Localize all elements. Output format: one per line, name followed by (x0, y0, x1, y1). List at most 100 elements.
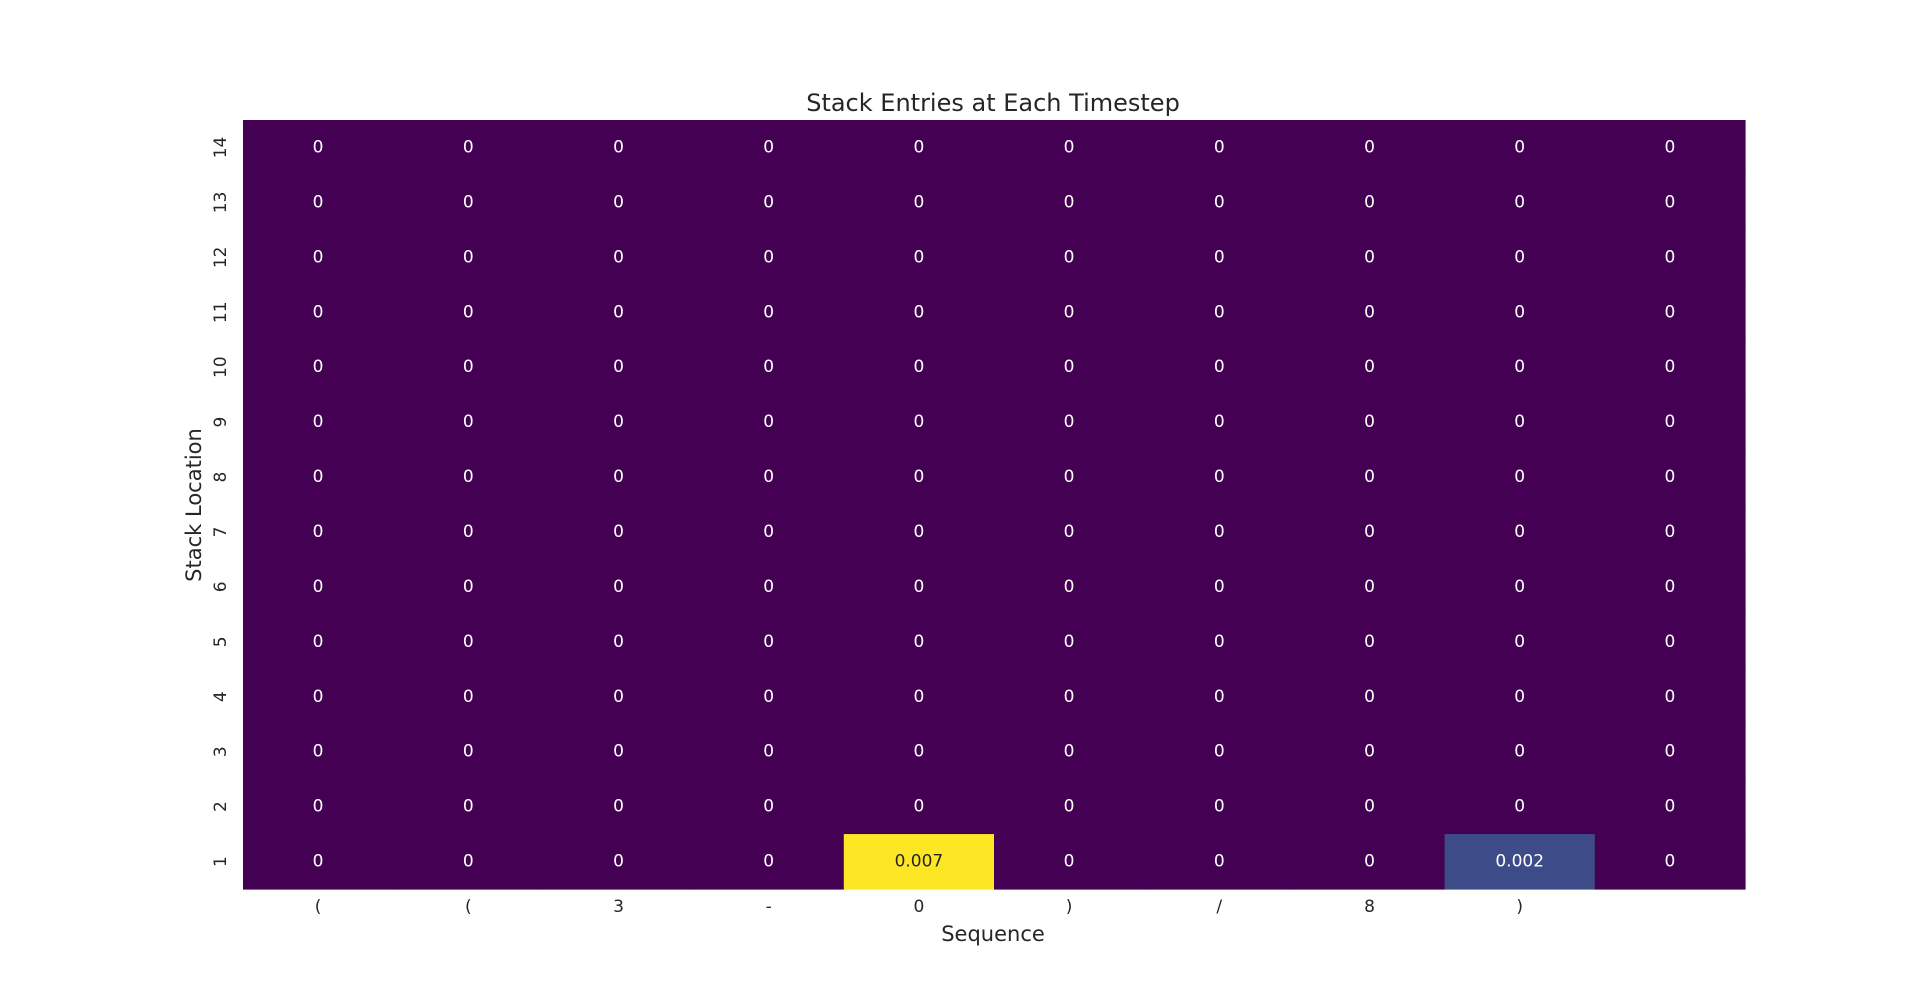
cell-value-label: 0 (1364, 247, 1375, 267)
cell-value-label: 0 (1664, 467, 1675, 487)
y-tick-label: 8 (211, 472, 231, 483)
y-tick-label: 6 (211, 581, 231, 592)
cell-value-label: 0 (1664, 522, 1675, 542)
heatmap-cell (1594, 834, 1746, 890)
cell-value-label: 0 (1064, 632, 1075, 652)
cell-value-label: 0 (1064, 357, 1075, 377)
cell-value-label: 0 (1064, 522, 1075, 542)
heatmap-cell (1294, 394, 1446, 451)
heatmap-cell (543, 284, 695, 341)
heatmap-cell (393, 559, 544, 615)
y-tick-label: 7 (211, 527, 231, 538)
cell-value-label: 0 (313, 852, 324, 872)
cell-value-label: 0 (463, 467, 474, 487)
heatmap-cell (994, 504, 1145, 561)
x-axis-label: Sequence (941, 922, 1045, 946)
cell-value-label: 0 (313, 632, 324, 652)
heatmap-cell (693, 120, 845, 176)
cell-value-label: 0 (313, 797, 324, 817)
cell-value-label: 0 (613, 687, 624, 707)
heatmap-cell (693, 669, 845, 725)
cell-value-label: 0 (1364, 357, 1375, 377)
cell-value-label: 0 (1514, 302, 1525, 322)
heatmap-cell (393, 339, 544, 396)
cell-value-label: 0 (1064, 137, 1075, 157)
cell-value-label: 0 (1064, 742, 1075, 762)
cell-value-label: 0 (1214, 137, 1225, 157)
cell-value-label: 0 (463, 357, 474, 377)
heatmap-cell (994, 559, 1145, 615)
cell-value-label: 0 (1514, 797, 1525, 817)
cell-value-label: 0 (463, 577, 474, 597)
x-tick-label: ) (1516, 897, 1523, 917)
heatmap-cell (393, 669, 544, 725)
cell-value-label: 0 (613, 577, 624, 597)
cell-value-label: 0 (1514, 632, 1525, 652)
cell-value-label: 0 (1214, 852, 1225, 872)
cell-value-label: 0 (1064, 247, 1075, 267)
cell-value-label: 0 (1064, 687, 1075, 707)
heatmap-cell (1594, 779, 1746, 835)
heatmap-cell (543, 669, 695, 725)
cell-value-label: 0 (1214, 522, 1225, 542)
heatmap-cell (843, 339, 995, 396)
cell-value-label: 0 (1664, 687, 1675, 707)
heatmap-cell (543, 174, 695, 231)
cell-value-label: 0 (313, 302, 324, 322)
heatmap-cell (243, 504, 394, 561)
heatmap-cell (693, 614, 845, 670)
heatmap-cell (1144, 834, 1295, 890)
x-tick-label: 3 (613, 897, 624, 917)
cell-value-label: 0 (1364, 632, 1375, 652)
heatmap-cell (1294, 779, 1446, 835)
heatmap-cell (1444, 339, 1596, 396)
cell-value-label: 0 (1364, 852, 1375, 872)
cell-value-label: 0 (1214, 247, 1225, 267)
heatmap-cell (693, 779, 845, 835)
cell-value-label: 0 (463, 192, 474, 212)
cell-value-label: 0 (1214, 577, 1225, 597)
heatmap-cell (1144, 174, 1295, 231)
heatmap-cell (543, 834, 695, 890)
y-axis-label: Stack Location (182, 428, 206, 582)
x-tick-label: 0 (913, 897, 924, 917)
cell-value-label: 0 (763, 302, 774, 322)
cell-value-label: 0 (613, 742, 624, 762)
heatmap-cell (1444, 614, 1596, 670)
heatmap-cell (543, 394, 695, 451)
heatmap-cell (243, 339, 394, 396)
heatmap-cell (994, 669, 1145, 725)
cell-value-label: 0 (1364, 797, 1375, 817)
cell-value-label: 0.002 (1495, 852, 1544, 872)
cell-value-label: 0 (1514, 137, 1525, 157)
heatmap-cell (843, 724, 995, 780)
cell-value-label: 0 (1664, 632, 1675, 652)
heatmap-cell (393, 120, 544, 176)
heatmap-cell (1594, 614, 1746, 670)
cell-value-label: 0 (1514, 467, 1525, 487)
heatmap-cell (693, 174, 845, 231)
cell-value-label: 0 (1364, 412, 1375, 432)
heatmap-cell (543, 614, 695, 670)
cell-value-label: 0 (1514, 412, 1525, 432)
cell-value-label: 0 (1364, 577, 1375, 597)
heatmap-cell (1594, 339, 1746, 396)
heatmap-cell (243, 559, 394, 615)
cell-value-label: 0 (763, 247, 774, 267)
heatmap-cell (994, 174, 1145, 231)
cell-value-label: 0 (463, 412, 474, 432)
heatmap-cell (843, 120, 995, 176)
heatmap-cell (1144, 339, 1295, 396)
heatmap-cell (693, 449, 845, 506)
cell-value-label: 0.007 (895, 852, 944, 872)
cell-value-label: 0 (1064, 302, 1075, 322)
cell-value-label: 0 (463, 632, 474, 652)
heatmap-cell (543, 559, 695, 615)
heatmap-cell (243, 449, 394, 506)
heatmap-cell (994, 834, 1145, 890)
cell-value-label: 0 (463, 522, 474, 542)
heatmap-cell (1444, 229, 1596, 286)
y-axis-ticks: 14 13 12 11 10 9 8 7 6 5 4 3 2 1 (211, 137, 231, 867)
heatmap-cell (1444, 504, 1596, 561)
